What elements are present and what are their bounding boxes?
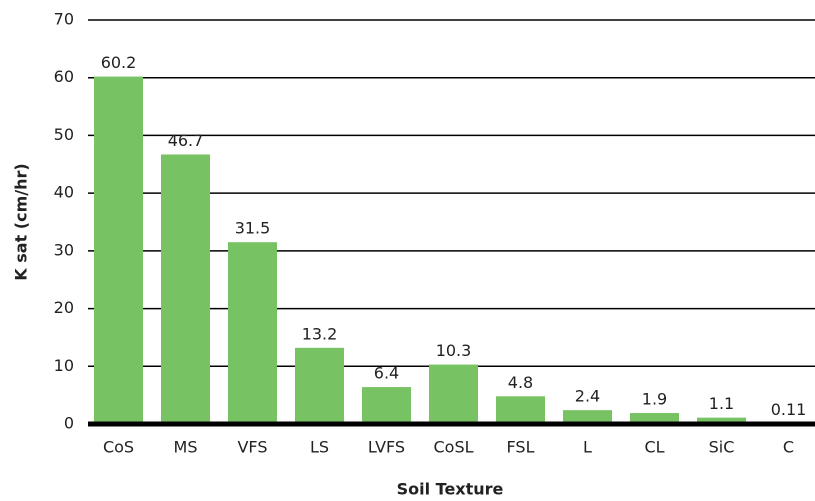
bar bbox=[161, 154, 210, 424]
data-label: 4.8 bbox=[508, 373, 533, 392]
x-tick-label: CL bbox=[644, 438, 664, 457]
x-tick-label: CoS bbox=[103, 438, 134, 457]
bar bbox=[630, 413, 679, 424]
bar bbox=[295, 347, 344, 424]
y-tick-label: 60 bbox=[54, 67, 74, 86]
data-label: 2.4 bbox=[575, 387, 600, 406]
data-label: 60.2 bbox=[101, 53, 137, 72]
bar bbox=[228, 242, 277, 424]
data-label: 10.3 bbox=[436, 341, 472, 360]
x-tick-label: CoSL bbox=[433, 438, 473, 457]
data-label: 0.11 bbox=[771, 400, 807, 419]
y-tick-label: 40 bbox=[54, 183, 74, 202]
x-tick-label: VFS bbox=[237, 438, 267, 457]
data-label: 6.4 bbox=[374, 364, 399, 383]
x-tick-label: LS bbox=[310, 438, 329, 457]
bar bbox=[429, 364, 478, 424]
x-tick-label: MS bbox=[174, 438, 198, 457]
y-axis-title: K sat (cm/hr) bbox=[12, 163, 31, 280]
bar bbox=[94, 76, 143, 424]
y-tick-label: 50 bbox=[54, 125, 74, 144]
x-tick-label: SiC bbox=[709, 438, 735, 457]
bar bbox=[563, 410, 612, 424]
y-tick-label: 10 bbox=[54, 356, 74, 375]
y-tick-label: 70 bbox=[54, 10, 74, 29]
bar bbox=[362, 387, 411, 424]
y-tick-label: 0 bbox=[64, 414, 74, 433]
data-label: 1.9 bbox=[642, 390, 667, 409]
data-label: 1.1 bbox=[709, 394, 734, 413]
bar bbox=[697, 417, 746, 424]
bar bbox=[496, 396, 545, 424]
data-label: 31.5 bbox=[235, 219, 271, 238]
data-label: 46.7 bbox=[168, 131, 204, 150]
x-tick-label: C bbox=[783, 438, 794, 457]
x-tick-label: L bbox=[583, 438, 592, 457]
x-tick-label: LVFS bbox=[368, 438, 405, 457]
x-axis-title: Soil Texture bbox=[397, 480, 504, 499]
data-label: 13.2 bbox=[302, 324, 338, 343]
x-tick-label: FSL bbox=[507, 438, 535, 457]
y-tick-label: 30 bbox=[54, 240, 74, 259]
y-tick-label: 20 bbox=[54, 298, 74, 317]
